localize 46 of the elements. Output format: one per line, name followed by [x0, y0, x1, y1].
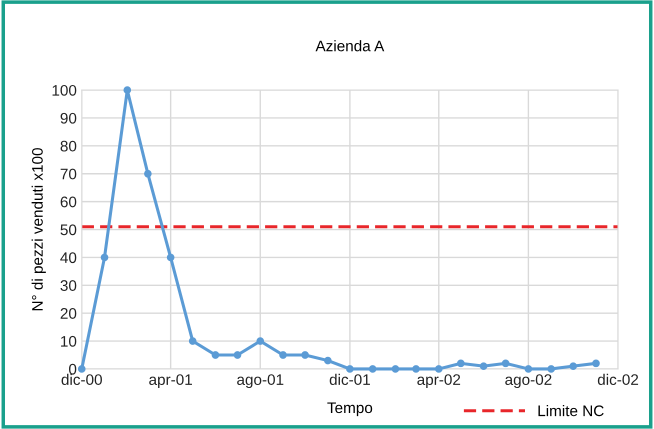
- y-tick-label: 60: [60, 196, 76, 208]
- x-axis-title: Tempo: [327, 402, 372, 416]
- y-tick-label: 30: [60, 280, 76, 291]
- point: [324, 356, 332, 364]
- point: [301, 351, 309, 359]
- x-tick-label: dic-00: [62, 374, 102, 386]
- point: [279, 351, 287, 359]
- chart-title: Azienda A: [316, 40, 384, 52]
- y-tick-label: 40: [60, 252, 76, 264]
- x-tick-label: dic-01: [330, 374, 370, 386]
- point: [434, 365, 443, 373]
- point: [166, 254, 174, 262]
- point: [592, 360, 600, 368]
- y-tick-label: 70: [60, 168, 76, 180]
- point: [100, 254, 108, 262]
- x-tick-label: ago-02: [505, 374, 552, 388]
- y-tick-label: 100: [52, 84, 76, 96]
- point: [368, 365, 376, 373]
- y-tick-label: 10: [61, 336, 76, 347]
- point: [480, 362, 488, 370]
- point: [188, 337, 196, 345]
- legend-label: Limite NC: [538, 405, 604, 416]
- point: [392, 365, 400, 373]
- y-tick-label: 0: [68, 364, 76, 375]
- point: [78, 365, 86, 373]
- point: [346, 365, 354, 373]
- x-tick-label: apr-01: [149, 374, 192, 388]
- point: [569, 362, 578, 370]
- y-axis-title: N° di pezzi venduti x100: [32, 148, 46, 310]
- y-tick-label: 80: [60, 140, 76, 152]
- point: [212, 351, 220, 359]
- y-tick-label: 90: [60, 112, 76, 124]
- x-tick-label: apr-02: [417, 374, 460, 388]
- point: [524, 365, 532, 373]
- point: [457, 360, 465, 368]
- point: [144, 170, 152, 178]
- x-tick-label: ago-01: [237, 374, 284, 388]
- point: [502, 360, 510, 368]
- point: [547, 365, 555, 373]
- point: [123, 86, 132, 94]
- y-tick-label: 50: [60, 224, 76, 236]
- x-tick-label: dic-02: [598, 374, 638, 386]
- point: [234, 351, 242, 359]
- y-tick-label: 20: [60, 308, 76, 319]
- point: [412, 365, 420, 373]
- point: [256, 337, 264, 345]
